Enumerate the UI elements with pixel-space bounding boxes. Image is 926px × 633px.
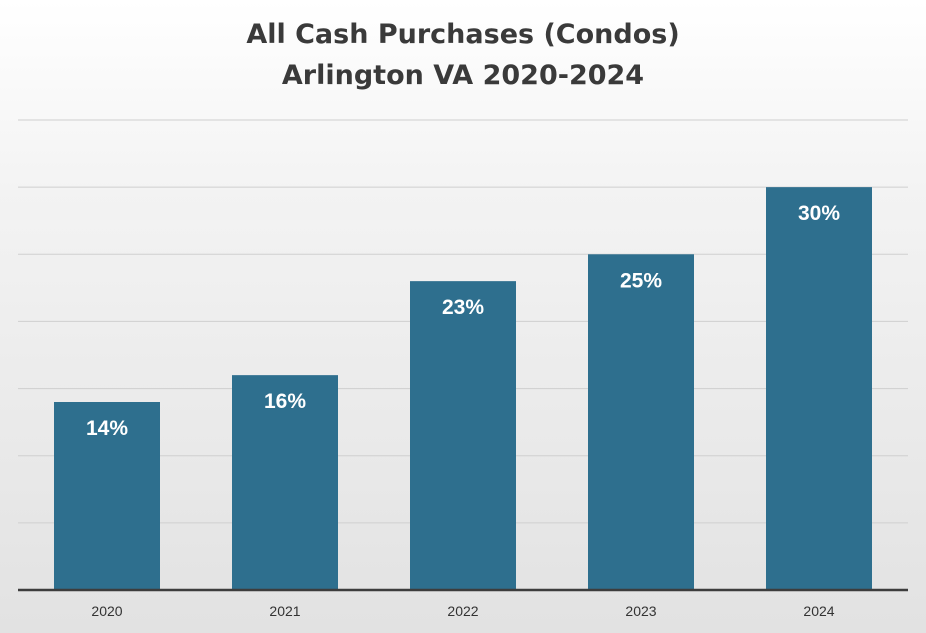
bars [54, 187, 872, 591]
data-label-2020: 14% [86, 417, 128, 440]
x-tick-label-2023: 2023 [625, 603, 656, 619]
bar-2020 [54, 402, 160, 590]
x-tick-label-2024: 2024 [803, 603, 834, 619]
chart-title-block: All Cash Purchases (Condos) Arlington VA… [0, 14, 926, 96]
data-label-2024: 30% [798, 202, 840, 225]
bar-2022 [410, 281, 516, 590]
bar-2023 [588, 254, 694, 591]
bar-2021 [232, 375, 338, 590]
data-label-2023: 25% [620, 269, 662, 292]
chart-subtitle: Arlington VA 2020-2024 [281, 60, 645, 91]
x-tick-label-2020: 2020 [91, 603, 122, 619]
x-tick-label-2021: 2021 [269, 603, 300, 619]
data-label-2022: 23% [442, 296, 484, 319]
x-tick-labels: 2020 2021 2022 2023 2024 [91, 603, 834, 619]
bar-2024 [766, 187, 872, 590]
chart-title: All Cash Purchases (Condos) [246, 19, 680, 50]
data-label-2021: 16% [264, 390, 306, 413]
data-labels: 14% 16% 23% 25% 30% [86, 202, 840, 440]
x-tick-label-2022: 2022 [447, 603, 478, 619]
